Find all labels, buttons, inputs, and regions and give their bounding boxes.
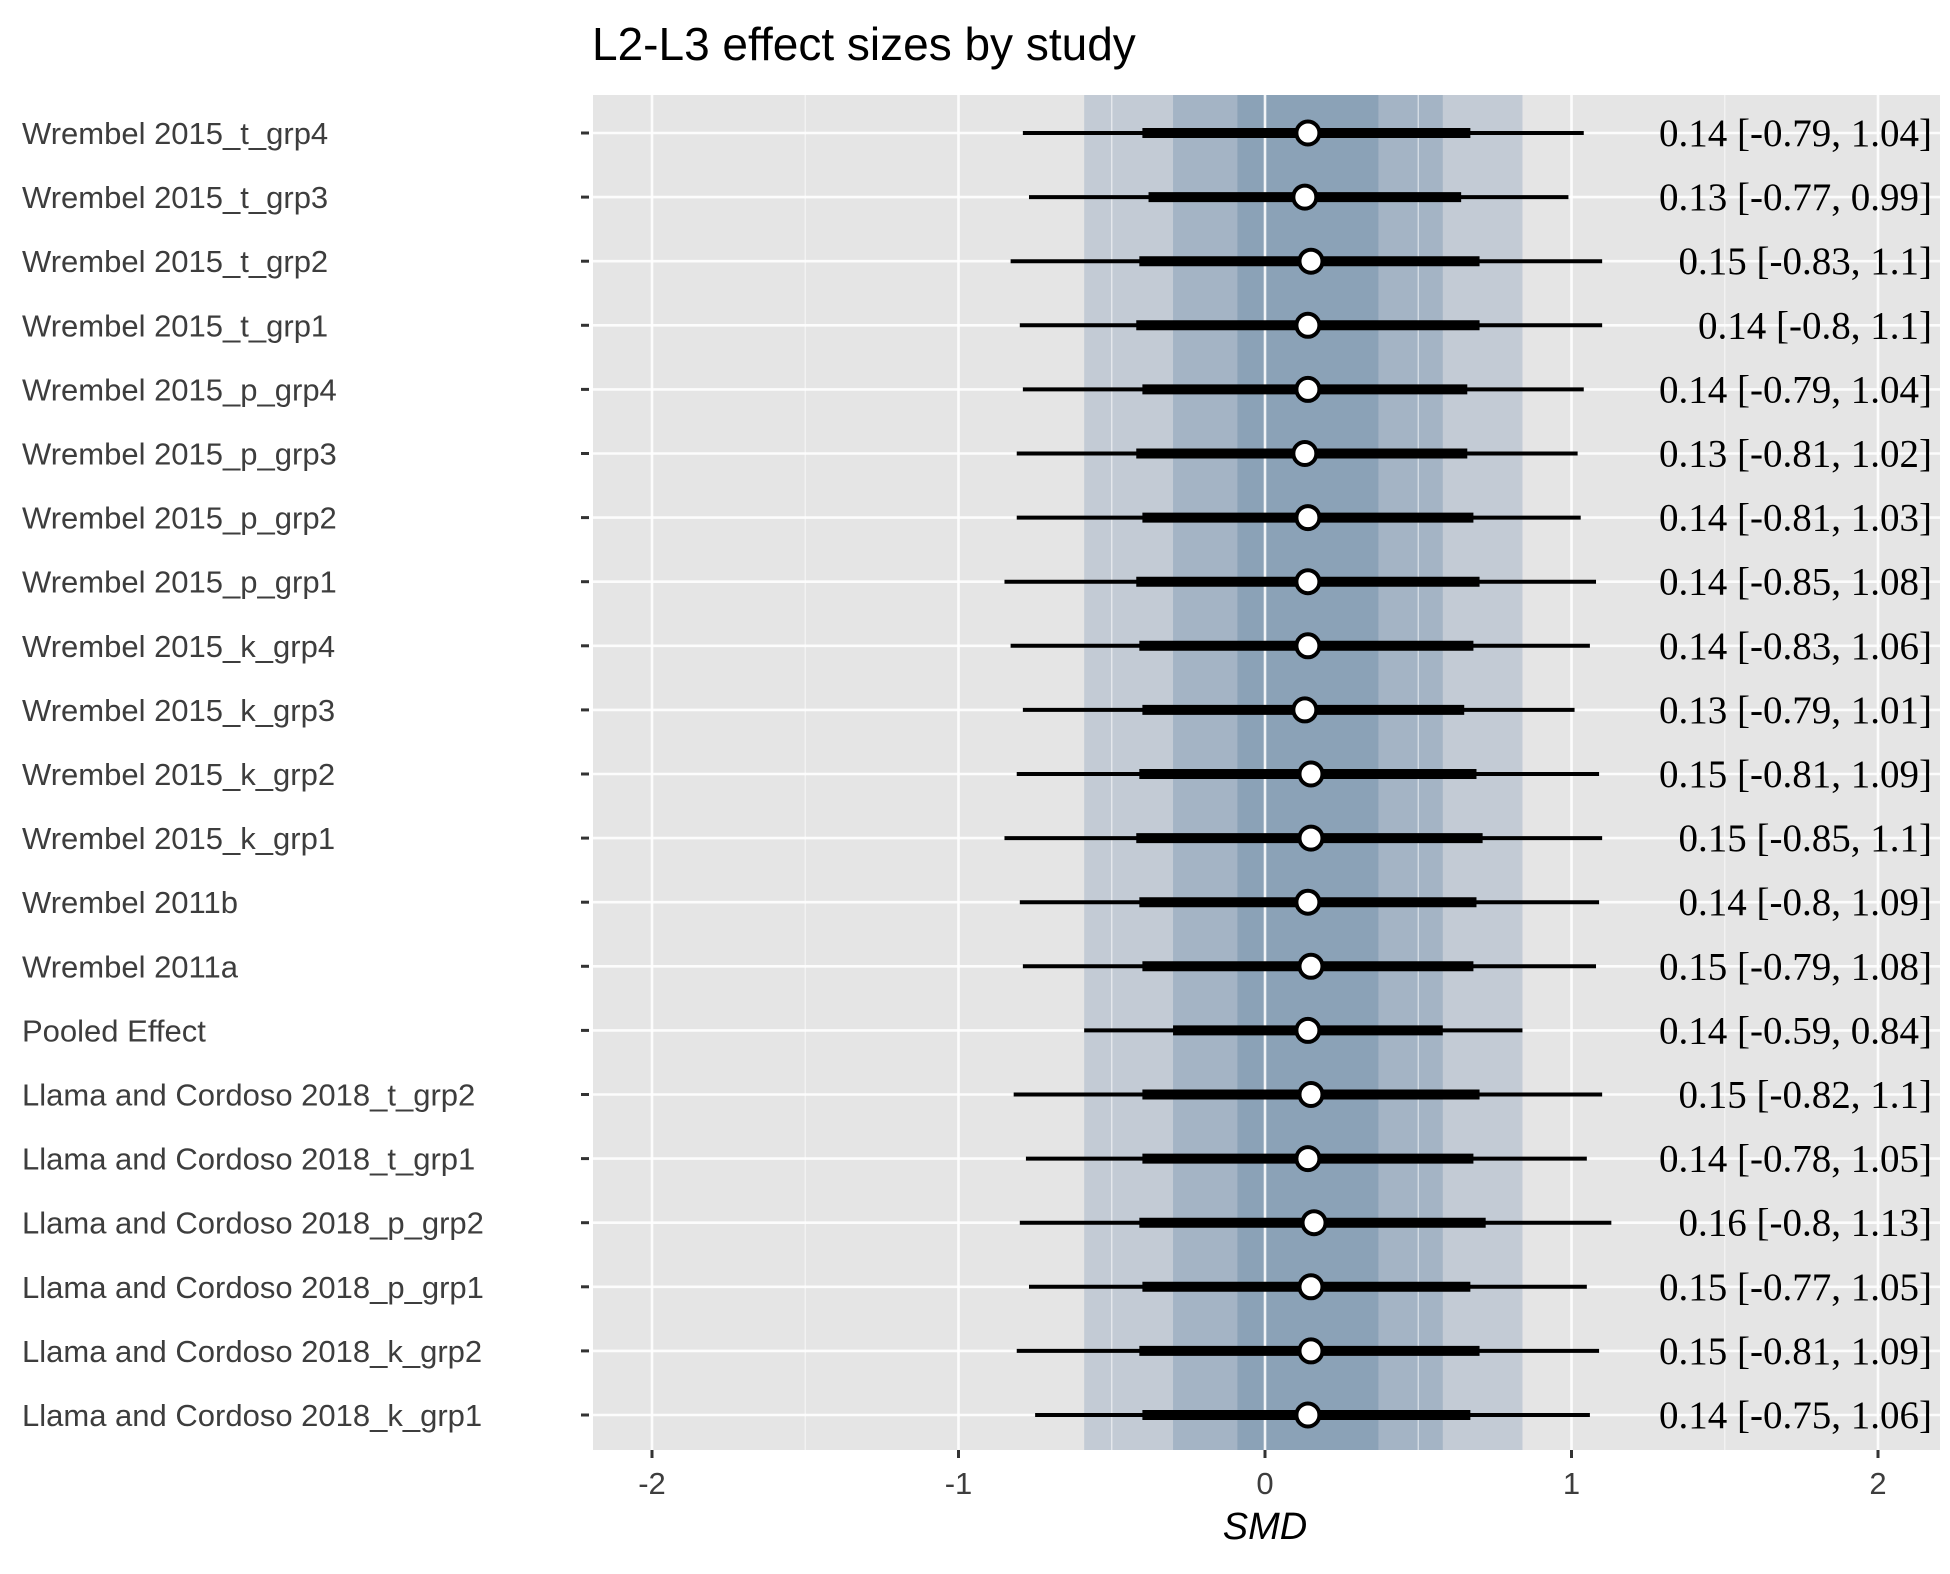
forest-row (581, 375, 1584, 403)
point-estimate (1291, 440, 1319, 467)
point-estimate (1297, 1273, 1325, 1301)
point-estimate (1300, 1209, 1328, 1237)
point-estimate (1297, 952, 1325, 980)
x-tick-label: 0 (1256, 1466, 1273, 1501)
point-estimate (1297, 247, 1325, 275)
estimate-label: 0.14 [-0.79, 1.04] (1659, 368, 1932, 411)
study-label: Llama and Cordoso 2018_p_grp1 (22, 1270, 484, 1305)
forest-row (581, 760, 1600, 788)
point-estimate (1294, 1401, 1322, 1429)
study-label: Llama and Cordoso 2018_p_grp2 (22, 1206, 484, 1241)
study-label: Wrembel 2015_t_grp3 (22, 180, 328, 215)
forest-row (581, 1145, 1587, 1173)
estimate-label: 0.16 [-0.8, 1.13] (1679, 1202, 1932, 1245)
point-estimate (1294, 632, 1322, 660)
point-estimate (1294, 311, 1322, 339)
point-estimate (1294, 1016, 1322, 1044)
estimate-label: 0.14 [-0.83, 1.06] (1659, 625, 1932, 668)
forest-row (581, 311, 1603, 339)
forest-row (581, 888, 1600, 916)
point-estimate (1291, 183, 1319, 211)
study-label: Wrembel 2011b (22, 885, 238, 920)
study-label: Llama and Cordoso 2018_t_grp1 (22, 1142, 475, 1177)
forest-row (581, 119, 1584, 147)
point-estimate (1294, 568, 1322, 596)
forest-rows (581, 119, 1612, 1429)
forest-row (581, 247, 1603, 275)
estimate-label: 0.14 [-0.75, 1.06] (1659, 1394, 1932, 1437)
point-estimate (1294, 504, 1322, 532)
estimate-label: 0.15 [-0.79, 1.08] (1659, 945, 1932, 988)
estimate-label: 0.15 [-0.85, 1.1] (1679, 817, 1932, 860)
estimate-label: 0.13 [-0.79, 1.01] (1659, 689, 1932, 732)
forest-row (581, 1209, 1612, 1237)
study-label: Wrembel 2015_t_grp2 (22, 244, 328, 279)
x-tick-label: 2 (1869, 1466, 1886, 1501)
point-estimate (1294, 119, 1322, 147)
estimate-label: 0.15 [-0.83, 1.1] (1679, 240, 1932, 283)
estimate-label: 0.15 [-0.82, 1.1] (1679, 1074, 1932, 1117)
estimate-label: 0.13 [-0.77, 0.99] (1659, 176, 1932, 219)
estimate-labels: 0.14 [-0.79, 1.04] 0.13 [-0.77, 0.99] 0.15… (1659, 112, 1932, 1437)
study-label: Wrembel 2015_k_grp4 (22, 629, 335, 664)
estimate-label: 0.14 [-0.85, 1.08] (1659, 561, 1932, 604)
forest-row (581, 1016, 1523, 1044)
study-label: Wrembel 2015_k_grp3 (22, 693, 335, 728)
study-label: Llama and Cordoso 2018_t_grp2 (22, 1078, 475, 1113)
study-labels: Wrembel 2015_t_grp4 Wrembel 2015_t_grp3 Wr… (22, 116, 484, 1433)
point-estimate (1297, 1081, 1325, 1108)
forest-row (581, 1081, 1603, 1108)
point-estimate (1294, 888, 1322, 916)
x-axis-label: SMD (1223, 1506, 1307, 1548)
study-label: Wrembel 2015_p_grp3 (22, 437, 337, 472)
point-estimate (1297, 824, 1325, 852)
forest-row (581, 1273, 1587, 1301)
point-estimate (1297, 760, 1325, 788)
forest-row (581, 632, 1590, 660)
chart-title: L2-L3 effect sizes by study (592, 18, 1136, 70)
x-tick-label: 1 (1563, 1466, 1580, 1501)
study-label: Pooled Effect (22, 1013, 206, 1048)
estimate-label: 0.13 [-0.81, 1.02] (1659, 433, 1932, 476)
estimate-label: 0.14 [-0.79, 1.04] (1659, 112, 1932, 155)
study-label: Wrembel 2015_p_grp2 (22, 501, 337, 536)
study-label: Llama and Cordoso 2018_k_grp1 (22, 1398, 482, 1433)
estimate-label: 0.15 [-0.77, 1.05] (1659, 1266, 1932, 1309)
forest-row (581, 952, 1597, 980)
forest-row (581, 440, 1578, 467)
x-tick-label: -1 (945, 1466, 973, 1501)
estimate-label: 0.14 [-0.8, 1.09] (1679, 881, 1932, 924)
study-label: Wrembel 2011a (22, 949, 239, 984)
forest-row (581, 568, 1597, 596)
study-label: Wrembel 2015_t_grp4 (22, 116, 328, 151)
forest-row (581, 1337, 1600, 1365)
estimate-label: 0.14 [-0.59, 0.84] (1659, 1009, 1932, 1052)
study-label: Wrembel 2015_p_grp1 (22, 565, 337, 600)
study-label: Llama and Cordoso 2018_k_grp2 (22, 1334, 482, 1369)
point-estimate (1297, 1337, 1325, 1365)
forest-row (581, 696, 1575, 724)
estimate-label: 0.14 [-0.78, 1.05] (1659, 1138, 1932, 1181)
x-tick-label: -2 (638, 1466, 666, 1501)
forest-row (581, 504, 1581, 532)
point-estimate (1294, 1145, 1322, 1173)
point-estimate (1291, 696, 1319, 724)
point-estimate (1294, 375, 1322, 403)
estimate-label: 0.15 [-0.81, 1.09] (1659, 753, 1932, 796)
forest-row (581, 1401, 1590, 1429)
study-label: Wrembel 2015_k_grp2 (22, 757, 335, 792)
estimate-label: 0.14 [-0.81, 1.03] (1659, 497, 1932, 540)
forest-row (581, 183, 1569, 211)
study-label: Wrembel 2015_t_grp1 (22, 308, 328, 343)
study-label: Wrembel 2015_p_grp4 (22, 372, 337, 407)
estimate-label: 0.15 [-0.81, 1.09] (1659, 1330, 1932, 1373)
estimate-label: 0.14 [-0.8, 1.1] (1698, 304, 1932, 347)
study-label: Wrembel 2015_k_grp1 (22, 821, 335, 856)
forest-row (581, 824, 1603, 852)
x-axis: -2 -1 0 1 2 (638, 1450, 1887, 1501)
